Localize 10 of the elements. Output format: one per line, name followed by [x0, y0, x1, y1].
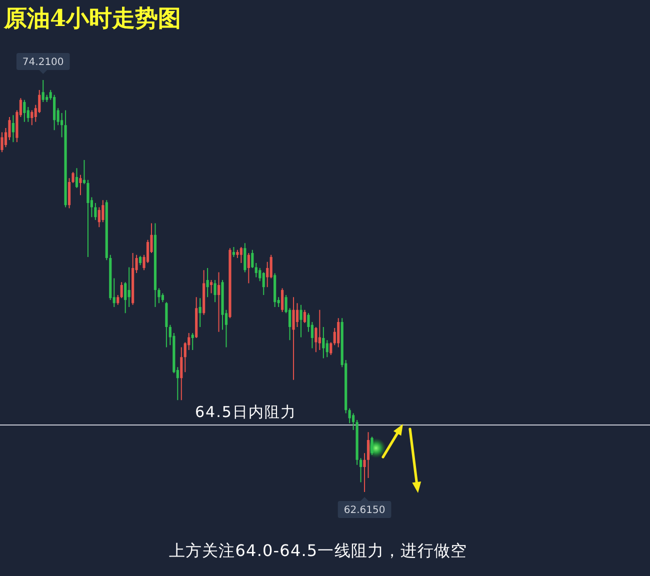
ref-line-label: 64.5日内阻力 — [195, 403, 296, 422]
candlestick — [79, 174, 82, 196]
candlestick — [292, 297, 295, 380]
text: 上方关注64.0-64.5一线阻力，进行做空 — [168, 541, 468, 560]
annotation: 62.6150 — [344, 505, 386, 516]
chart-title: 原油4小时走势图 — [3, 5, 182, 32]
candlestick — [363, 453, 366, 492]
candlestick — [300, 304, 302, 338]
candlestick — [86, 180, 90, 257]
annotation: 74.2100 — [22, 57, 64, 68]
